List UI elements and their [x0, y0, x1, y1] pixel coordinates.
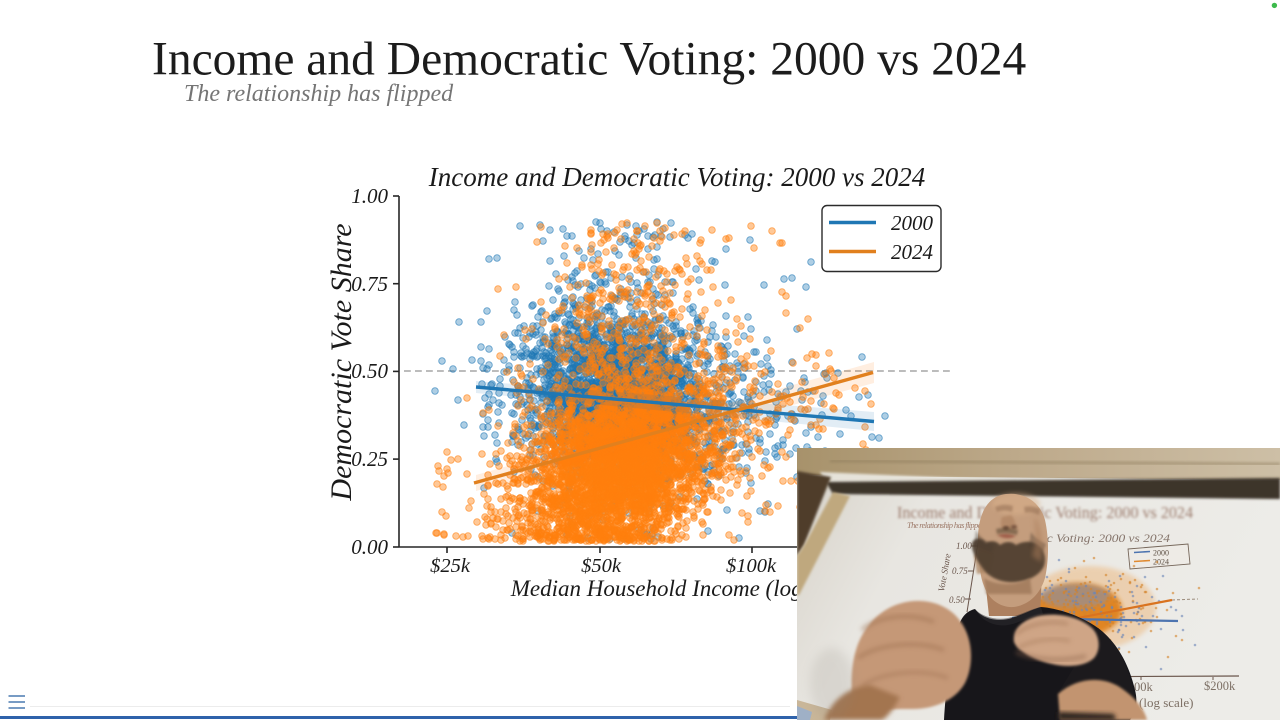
svg-text:Income and Democratic Voting:: Income and Democratic Voting: 2000 vs 20…: [428, 162, 925, 192]
svg-text:The relationship has flipped: The relationship has flipped: [184, 81, 454, 107]
svg-text:Income and Democratic Voting:: Income and Democratic Voting: 2000 vs 20…: [152, 34, 1026, 86]
